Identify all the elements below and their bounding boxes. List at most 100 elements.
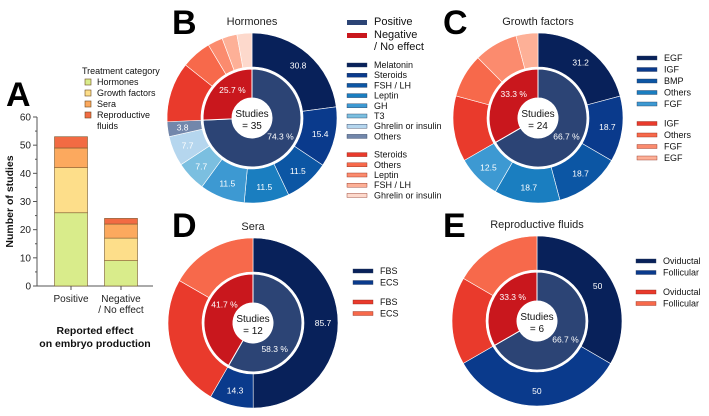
- y-tick-label: 60: [20, 113, 32, 124]
- center-label: Studies: [520, 312, 553, 323]
- legend-swatch-steroids-negative: [346, 152, 368, 157]
- panel-letter-d: D: [172, 207, 197, 245]
- center-label: Studies: [235, 109, 268, 120]
- legend-label-steroids-negative: Steroids: [374, 150, 408, 160]
- legend-label-igf: IGF: [664, 65, 680, 75]
- inner-segment-positive: [202, 68, 302, 168]
- legend-label-ghrelin-or-insulin-negative: Ghrelin or insulin: [374, 190, 442, 200]
- inner-segment-positive: [227, 273, 303, 373]
- legend-label-fbs-negative: FBS: [380, 297, 398, 307]
- bar-reproductive-fluids-negative: [104, 218, 138, 225]
- inner-segment-negative: [203, 273, 254, 367]
- legend-swatch-egf: [636, 55, 658, 61]
- y-tick-label: 40: [20, 169, 32, 180]
- legend-label-fsh-lh: FSH / LH: [374, 80, 411, 90]
- center-count: = 6: [530, 324, 545, 335]
- legend-swatch-leptin-negative: [346, 172, 368, 178]
- legend-label-follicular-negative: Follicular: [663, 299, 699, 309]
- y-tick-label: 50: [20, 141, 32, 152]
- center-count: = 35: [242, 121, 262, 132]
- bar-sera-negative: [104, 223, 138, 239]
- x-tick-label: / No effect: [98, 305, 144, 316]
- outer-segment-negative-egf: [515, 32, 539, 70]
- legend-swatch-ghrelin-or-insulin-negative: [346, 193, 368, 198]
- legend-swatch-sera: [84, 100, 92, 108]
- segment-label-ecs: 14.3: [227, 386, 244, 396]
- legend-label-fgf: FGF: [664, 99, 682, 109]
- donut-chart-growth-factors: Growth factors 31.2 18.7 18.7 18.7 12.5 66.7 %…: [452, 16, 692, 204]
- inner-label-negative: 33.3 %: [500, 89, 527, 99]
- legend-label-ecs-negative: ECS: [380, 309, 399, 319]
- legend-label-main: Negative: [374, 29, 417, 41]
- legend-swatch-growth-factors: [84, 89, 92, 97]
- chart-title: Reproductive fluids: [490, 219, 584, 231]
- center-label: Studies: [521, 109, 554, 120]
- panel-letter-c: C: [443, 4, 468, 42]
- legend-swatch-ecs-negative: [352, 311, 374, 316]
- legend-swatch-ecs: [352, 280, 374, 285]
- legend-title: Treatment category: [82, 66, 160, 76]
- inner-label-negative: 25.7 %: [219, 85, 246, 95]
- segment-label-gh: 11.5: [219, 178, 235, 188]
- legend-label-follicular: Follicular: [663, 268, 699, 278]
- legend-swatch-leptin: [346, 93, 368, 98]
- inner-label-positive: 74.3 %: [267, 132, 294, 142]
- legend-label-t3: T3: [374, 111, 385, 121]
- inner-label-positive: 58.3 %: [261, 344, 288, 354]
- bar-sera-positive: [54, 147, 88, 169]
- legend-swatch-fgf: [636, 101, 658, 107]
- y-axis-title: Number of studies: [4, 155, 16, 247]
- legend-swatch-others: [346, 134, 368, 139]
- segment-label-oviductal: 50: [593, 281, 603, 291]
- legend-swatch-fsh-lh-negative: [346, 182, 368, 188]
- legend-swatch-fbs-negative: [352, 299, 374, 305]
- outer-segment-negative-ghrelin-or-insulin: [236, 32, 253, 69]
- segment-label-igf: 18.7: [599, 122, 616, 132]
- segment-label-fgf: 12.5: [480, 162, 497, 172]
- y-tick-label: 30: [20, 197, 32, 208]
- legend-swatch-igf: [636, 67, 658, 72]
- legend-label-steroids: Steroids: [374, 70, 408, 80]
- legend-swatch-gh: [346, 103, 368, 109]
- x-axis-title: Reported effect: [56, 325, 134, 337]
- legend-swatch-igf-negative: [636, 121, 658, 126]
- legend-label-others-negative: Others: [374, 160, 402, 170]
- segment-label-fsh-lh: 11.5: [290, 166, 306, 176]
- inner-segment-positive: [494, 68, 588, 168]
- segment-label-others: 18.7: [521, 182, 538, 192]
- y-tick-label: 10: [20, 253, 32, 264]
- legend-label-oviductal-negative: Oviductal: [663, 287, 701, 297]
- inner-segment-positive: [493, 271, 587, 371]
- legend-swatch-fbs: [352, 268, 374, 274]
- legend-label-fgf-negative: FGF: [664, 142, 682, 152]
- y-tick-label: 20: [20, 225, 32, 236]
- segment-label-t3: 7.7: [195, 161, 207, 171]
- legend-label-others-negative: Others: [664, 130, 692, 140]
- legend-label-reproductive-fluids: Reproductive: [97, 110, 150, 120]
- inner-segment-negative: [488, 68, 539, 144]
- panel-letter-b: B: [172, 4, 197, 42]
- legend-label-egf: EGF: [664, 53, 683, 63]
- legend-swatch-others-negative: [346, 162, 368, 168]
- legend-label-main: Positive: [374, 16, 413, 28]
- legend-swatch-fgf-negative: [636, 144, 658, 149]
- segment-label-steroids: 15.4: [312, 129, 329, 139]
- legend-label-main: / No effect: [374, 41, 424, 53]
- x-axis-title: on embryo production: [39, 338, 150, 350]
- chart-title: Sera: [241, 221, 265, 233]
- legend-swatch-hormones: [84, 78, 92, 86]
- bar-hormones-positive: [54, 212, 88, 287]
- segment-label-others: 3.8: [177, 122, 189, 132]
- legend-swatch-main: [347, 33, 367, 38]
- stacked-bar-chart: 0 10 20 30 40 50 60 Number of studies Positive Ne…: [4, 66, 160, 350]
- legend-label-fbs: FBS: [380, 266, 398, 276]
- outer-segment-positive-fbs: [252, 237, 339, 409]
- segment-label-fbs: 85.7: [315, 318, 332, 328]
- y-tick-label: 0: [25, 282, 31, 293]
- segment-label-follicular: 50: [532, 386, 542, 396]
- legend-label-growth-factors: Growth factors: [97, 88, 156, 98]
- center-label: Studies: [236, 314, 269, 325]
- legend-swatch-melatonin: [346, 62, 368, 68]
- legend-label-others: Others: [664, 88, 692, 98]
